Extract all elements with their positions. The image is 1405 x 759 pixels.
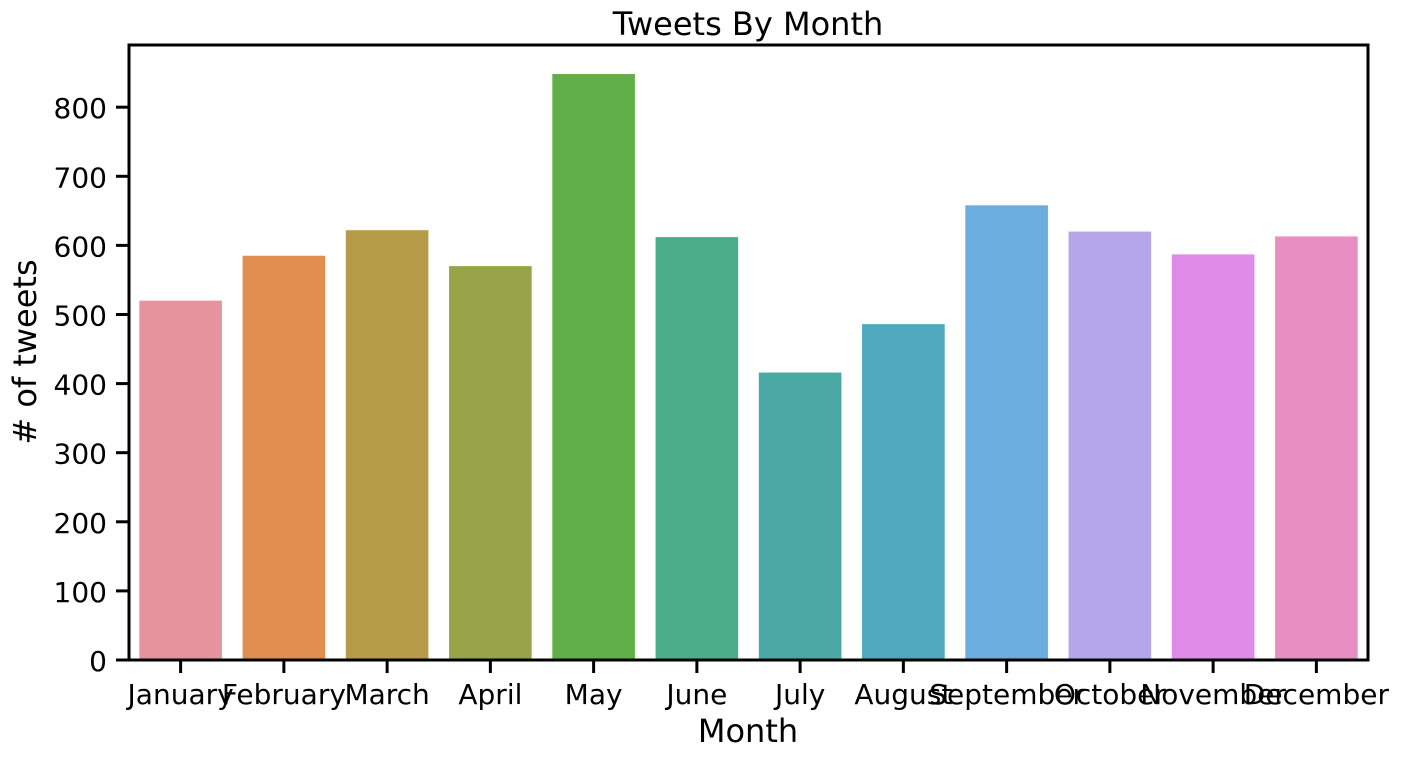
bars-group	[139, 74, 1358, 661]
x-tick-label-june: June	[664, 678, 727, 711]
x-tick-label-april: April	[458, 678, 522, 711]
x-tick-label-february: February	[222, 678, 346, 711]
y-axis: 0 100 200 300 400 500 600 700 800	[54, 92, 129, 678]
bar-june	[655, 237, 739, 660]
bar-december	[1275, 236, 1358, 661]
y-tick-label: 600	[54, 230, 107, 263]
bar-february	[242, 255, 326, 660]
x-tick-label-may: May	[565, 678, 623, 711]
bar-august	[862, 324, 945, 660]
plot-frame	[127, 43, 1370, 662]
y-axis-label: # of tweets	[6, 259, 44, 444]
x-tick-label-october: October	[1054, 678, 1167, 711]
y-tick-label: 500	[54, 299, 107, 332]
chart-title: Tweets By Month	[612, 5, 884, 43]
y-tick-label: 0	[89, 645, 107, 678]
x-tick-label-january: January	[126, 678, 234, 711]
x-tick-label-july: July	[773, 678, 825, 711]
y-tick-label: 800	[54, 92, 107, 125]
y-tick-label: 200	[54, 507, 107, 540]
bar-march	[345, 230, 429, 660]
x-tick-label-september: September	[929, 678, 1084, 711]
y-tick-label: 300	[54, 438, 107, 471]
y-tick-label: 400	[54, 369, 107, 402]
x-tick-label-november: November	[1140, 678, 1286, 711]
x-tick-label-december: December	[1244, 678, 1390, 711]
y-tick-label: 700	[54, 161, 107, 194]
bar-may	[552, 74, 635, 661]
bar-april	[449, 266, 532, 660]
bar-july	[758, 372, 842, 660]
bar-january	[139, 300, 222, 660]
bar-september	[965, 205, 1048, 660]
bar-november	[1171, 254, 1255, 660]
bar-october	[1068, 231, 1152, 660]
x-tick-label-august: August	[854, 678, 952, 711]
x-axis-label: Month	[698, 712, 798, 750]
y-tick-label: 100	[54, 576, 107, 609]
x-tick-label-march: March	[344, 678, 429, 711]
